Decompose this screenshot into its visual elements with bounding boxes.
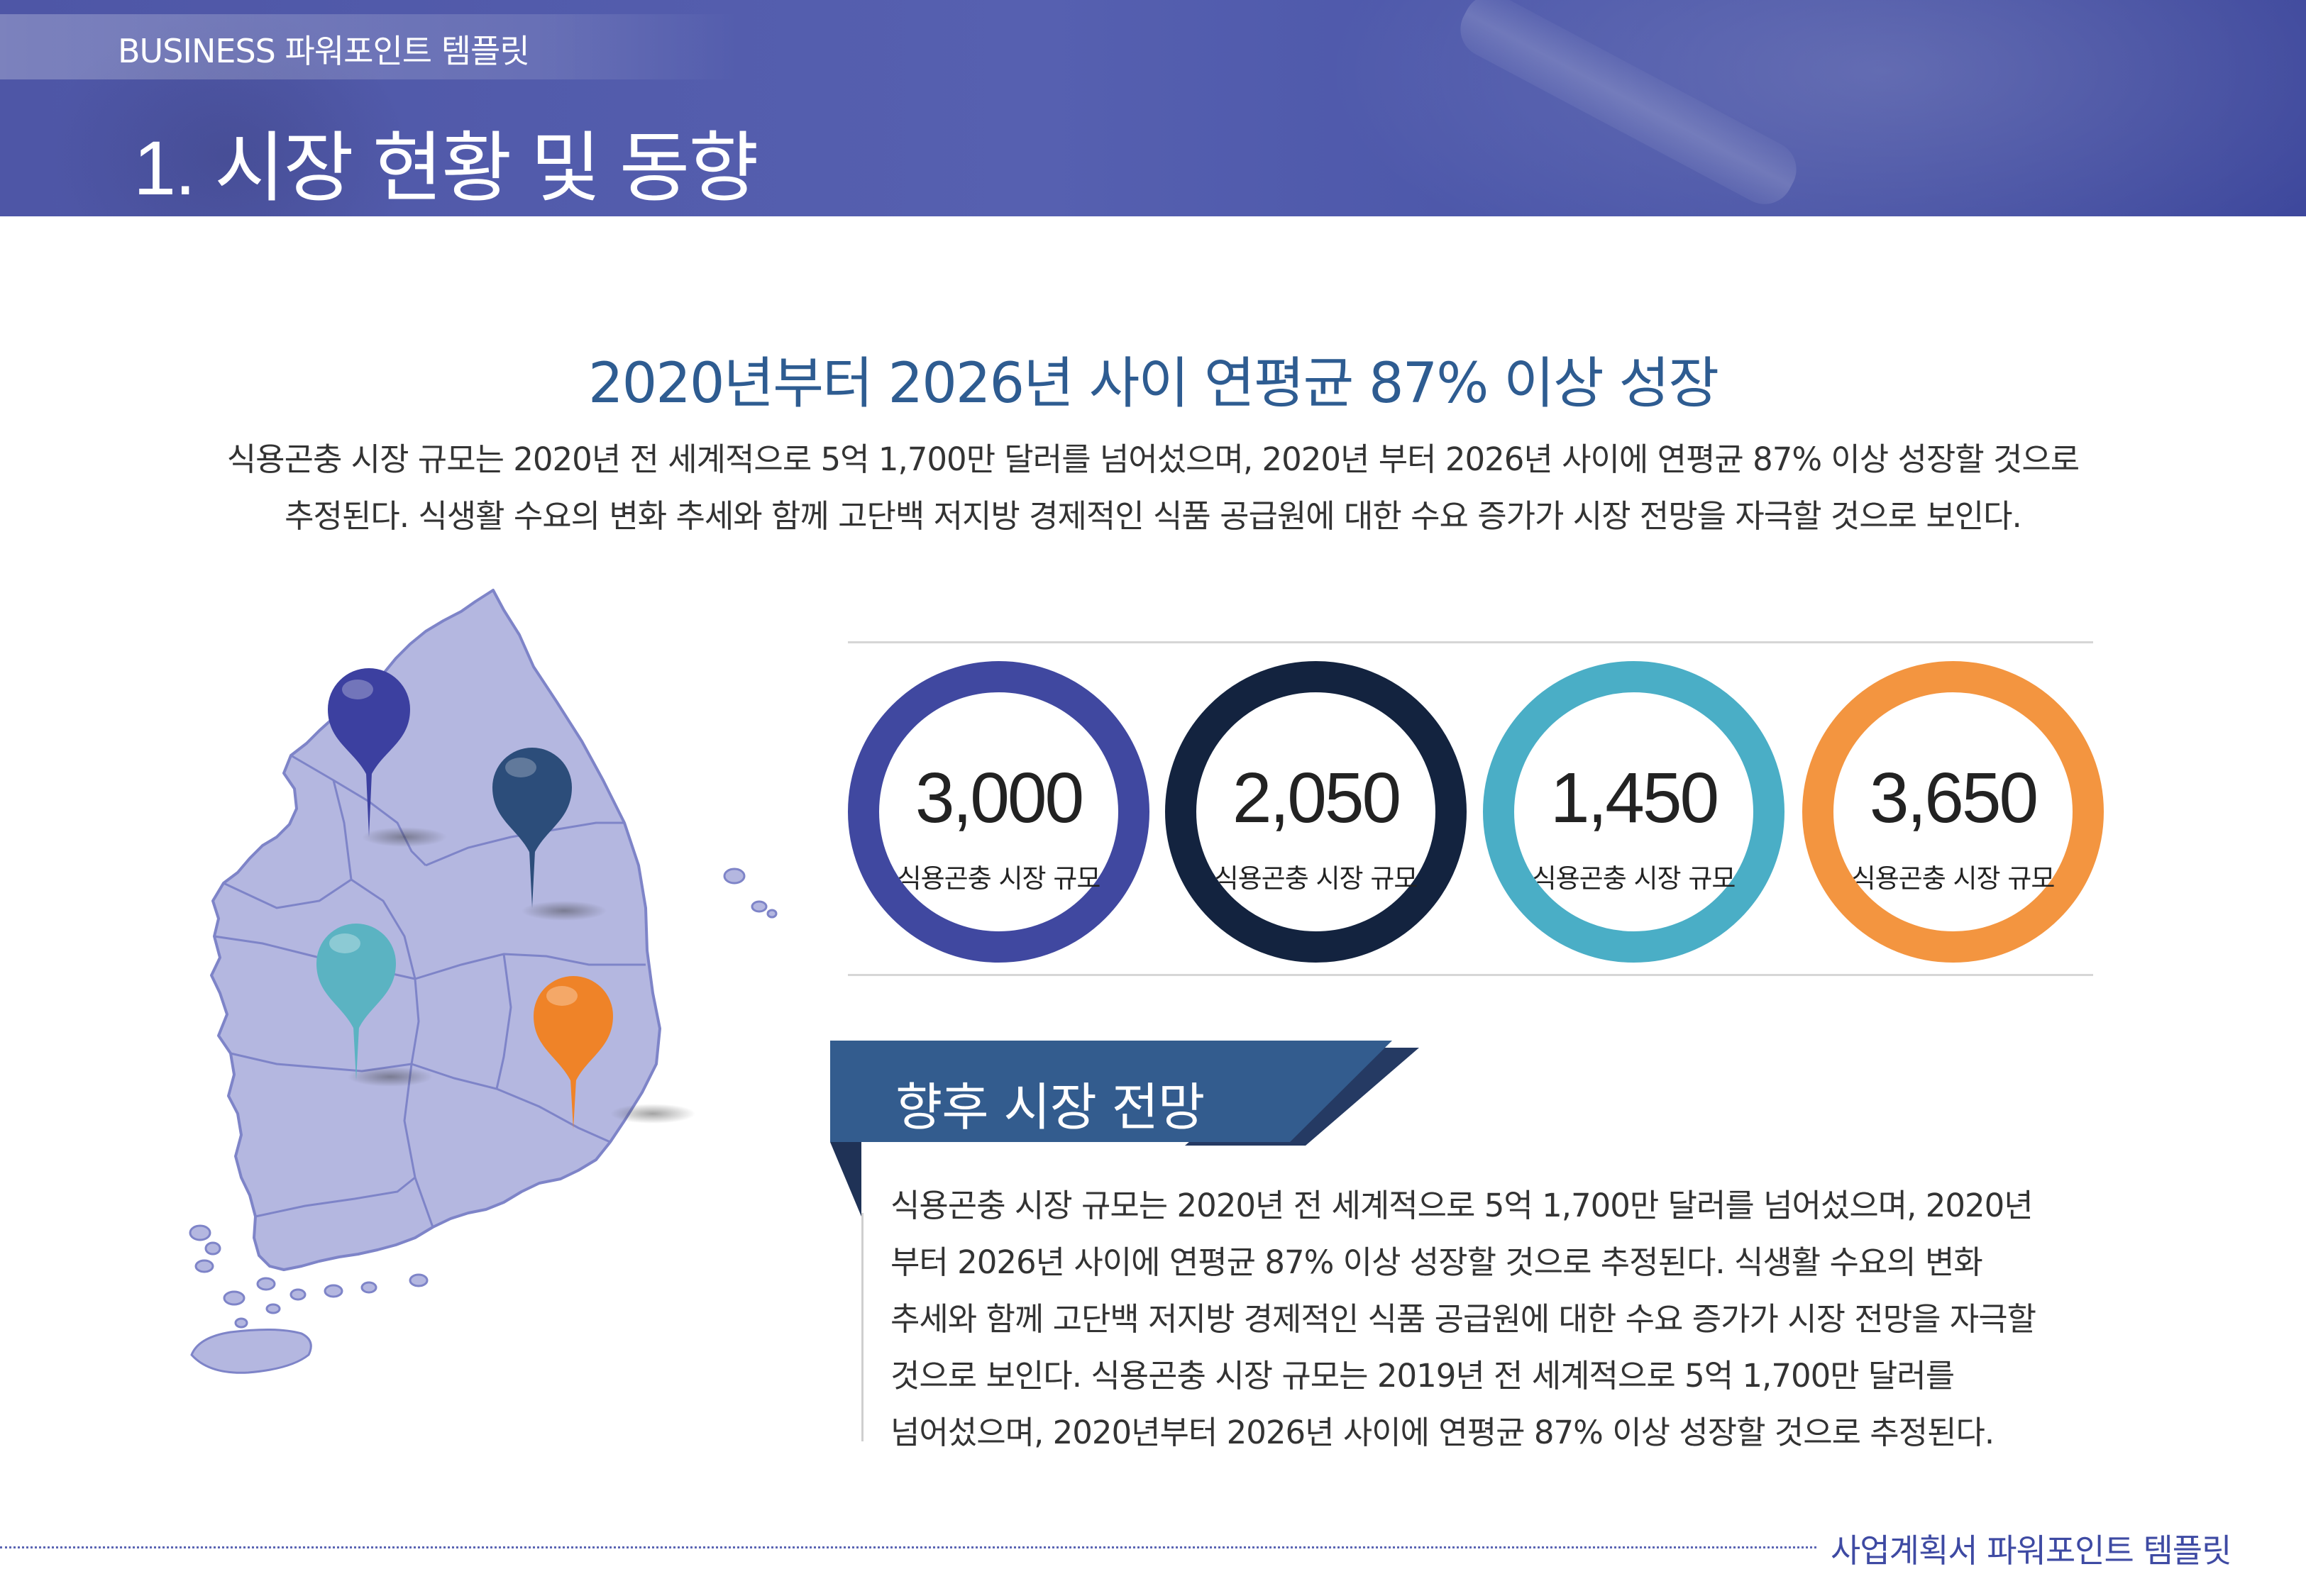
stat-label: 식용곤충 시장 규모 — [897, 863, 1101, 894]
map-pin-icon-dark-blue — [492, 748, 572, 908]
korea-map — [189, 589, 778, 1374]
footer-dotted-line — [0, 1546, 1816, 1548]
intro-line: 추정된다. 식생활 수요의 변화 추세와 함께 고단백 저지방 경제적인 식품 … — [285, 497, 2022, 535]
brand-band — [0, 14, 738, 79]
headline: 2020년부터 2026년 사이 연평균 87% 이상 성장 — [587, 352, 1719, 416]
outlook-line: 추세와 함께 고단백 저지방 경제적인 식품 공급원에 대한 수요 증가가 시장… — [890, 1300, 2036, 1338]
stat-circle-4: 3,650 식용곤충 시장 규모 — [1802, 661, 2104, 963]
stat-circle-3: 1,450 식용곤충 시장 규모 — [1483, 661, 1784, 963]
map-pin-icon-orange — [534, 976, 613, 1129]
outlook-ribbon — [830, 1041, 1419, 1217]
map-pin-icon-teal — [316, 924, 396, 1080]
footer-label: 사업계획서 파워포인트 템플릿 — [1831, 1531, 2231, 1570]
outlook-line: 것으로 보인다. 식용곤충 시장 규모는 2019년 전 세계적으로 5억 1,… — [890, 1357, 1955, 1395]
divider-top — [848, 641, 2093, 643]
jeju-island — [190, 1328, 312, 1374]
page-title: 1. 시장 현황 및 동향 — [133, 125, 759, 211]
header-banner: BUSINESS 파워포인트 템플릿 1. 시장 현황 및 동향 — [0, 0, 2306, 216]
brand-label: BUSINESS 파워포인트 템플릿 — [118, 32, 530, 70]
ribbon-band — [830, 1041, 1392, 1142]
stat-circle-2: 2,050 식용곤충 시장 규모 — [1165, 661, 1467, 963]
intro-line: 식용곤충 시장 규모는 2020년 전 세계적으로 5억 1,700만 달러를 … — [226, 440, 2080, 478]
stat-circle-1: 3,000 식용곤충 시장 규모 — [848, 661, 1149, 963]
outlook-vertical-rule — [861, 1213, 864, 1441]
outlook-body: 식용곤충 시장 규모는 2020년 전 세계적으로 5억 1,700만 달러를 … — [890, 1177, 2139, 1461]
stat-label: 식용곤충 시장 규모 — [1851, 863, 2056, 894]
outlook-line: 부터 2026년 사이에 연평균 87% 이상 성장할 것으로 추정된다. 식생… — [890, 1243, 1983, 1281]
stat-label: 식용곤충 시장 규모 — [1532, 863, 1736, 894]
ribbon-tail — [830, 1142, 861, 1217]
pin-shadows — [348, 827, 695, 1124]
stat-label: 식용곤충 시장 규모 — [1214, 863, 1418, 894]
outlook-title: 향후 시장 전망 — [895, 1077, 1205, 1137]
stat-value: 3,000 — [915, 758, 1084, 838]
islands — [189, 868, 778, 1374]
map-pin-icon-navy — [328, 668, 410, 837]
stat-value: 1,450 — [1550, 758, 1719, 838]
stat-value: 3,650 — [1869, 758, 2039, 838]
stat-value: 2,050 — [1232, 758, 1401, 838]
outlook-line: 넘어섰으며, 2020년부터 2026년 사이에 연평균 87% 이상 성장할 … — [890, 1414, 1995, 1451]
divider-bottom — [848, 974, 2093, 976]
mainland-shape — [210, 589, 661, 1271]
header-glare — [1277, 0, 2306, 216]
outlook-line: 식용곤충 시장 규모는 2020년 전 세계적으로 5억 1,700만 달러를 … — [890, 1187, 2034, 1224]
intro-text: 식용곤충 시장 규모는 2020년 전 세계적으로 5억 1,700만 달러를 … — [142, 431, 2164, 545]
